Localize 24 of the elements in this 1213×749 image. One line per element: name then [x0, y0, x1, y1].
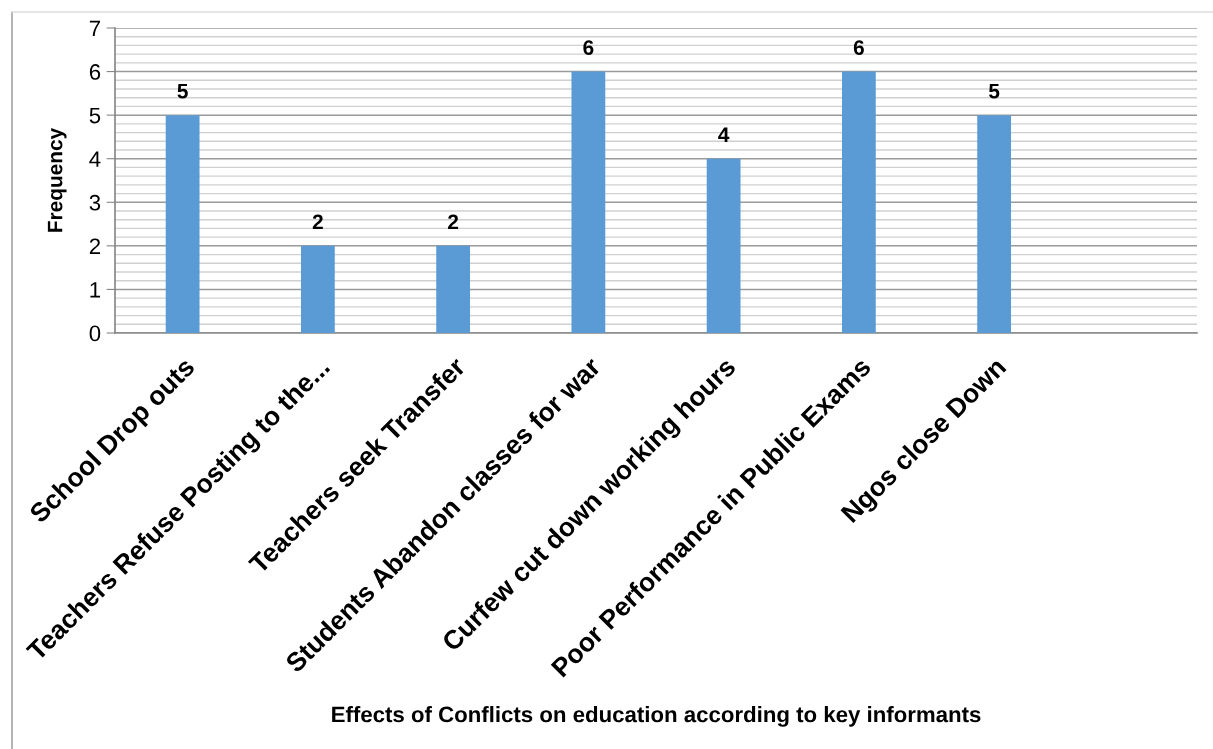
bar — [300, 245, 335, 333]
y-tick-label: 7 — [89, 20, 100, 37]
bar — [165, 115, 200, 333]
y-tick-label: 4 — [89, 151, 101, 167]
data-label: 6 — [853, 40, 864, 55]
data-label: 4 — [718, 127, 730, 142]
y-tick-label: 1 — [90, 282, 101, 298]
y-tick-label: 0 — [89, 325, 101, 342]
bar — [841, 71, 876, 333]
bar — [706, 158, 741, 333]
data-label: 6 — [583, 40, 594, 55]
bar — [571, 71, 606, 333]
data-label: 5 — [177, 83, 188, 99]
data-label: 2 — [312, 214, 323, 230]
y-axis-title: Frequency — [47, 127, 67, 232]
x-axis-title: Effects of Conflicts on education according to key informants — [332, 706, 981, 727]
y-tick-label: 6 — [89, 64, 101, 80]
bar — [436, 245, 471, 333]
data-label: 2 — [448, 214, 459, 230]
data-label: 5 — [988, 83, 1000, 99]
y-tick-label: 3 — [89, 194, 101, 211]
y-tick-label: 2 — [89, 238, 100, 254]
bar — [977, 115, 1012, 333]
y-tick-label: 5 — [89, 107, 101, 124]
